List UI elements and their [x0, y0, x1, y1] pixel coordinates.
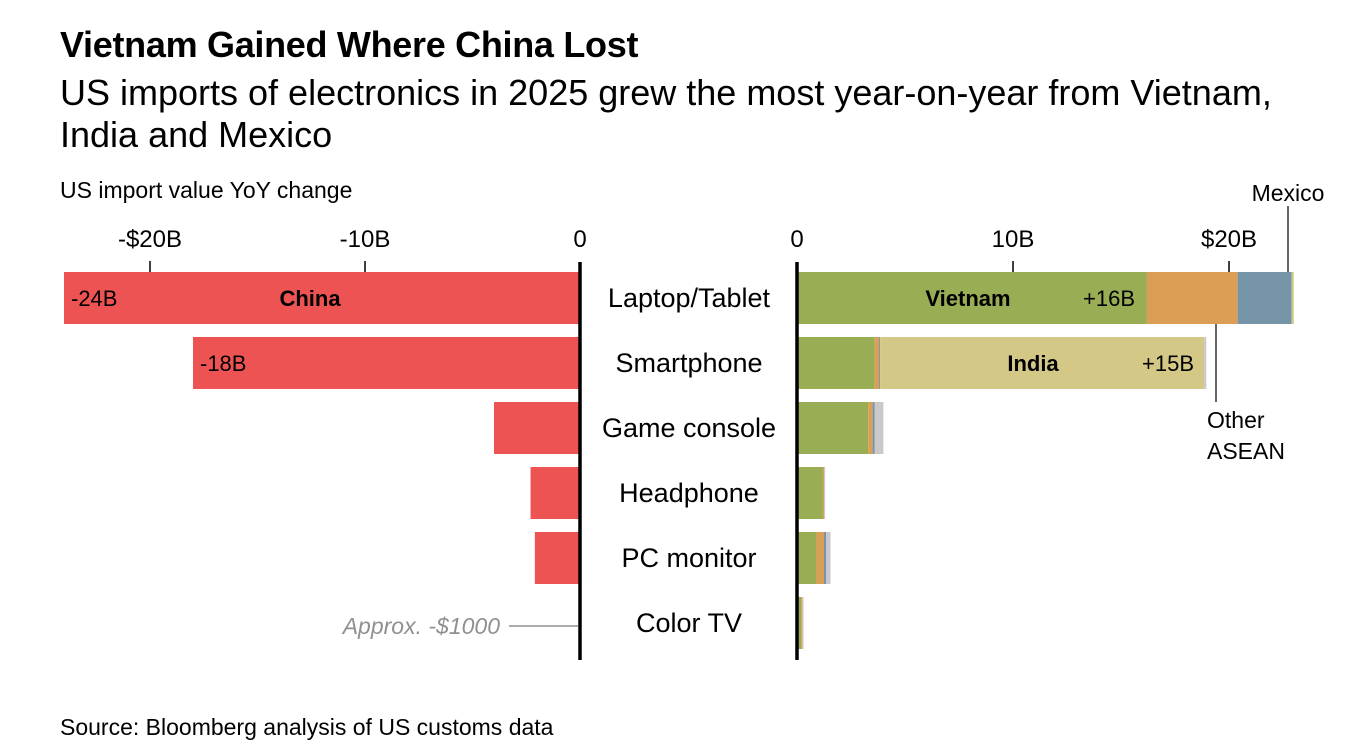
vietnam-value-label: +16B: [1083, 286, 1135, 311]
china-bar-laptop-tablet: [64, 272, 580, 324]
category-label: Laptop/Tablet: [608, 283, 771, 313]
bar-pc-monitor-mexico: [824, 532, 827, 584]
india-series-label: India: [1007, 351, 1059, 376]
bar-pc-monitor-other-asean: [816, 532, 824, 584]
category-label: Smartphone: [615, 348, 762, 378]
bar-game-console-vietnam: [797, 402, 869, 454]
right-tick-label: $20B: [1201, 226, 1257, 253]
stacked-bars: [797, 272, 1294, 649]
right-axis-ticks: 0 10B $20B: [790, 226, 1257, 272]
bar-laptop-tablet-vietnam: [797, 272, 1147, 324]
china-bar-headphone: [530, 467, 580, 519]
category-label: PC monitor: [621, 543, 756, 573]
china-value-label: -24B: [71, 286, 117, 311]
bar-laptop-tablet-other-asean: [1146, 272, 1238, 324]
category-labels: Laptop/Tablet Smartphone Game console Headp…: [602, 283, 776, 638]
china-bar-pc-monitor: [534, 532, 580, 584]
axis-title: US import value YoY change: [60, 177, 352, 203]
bar-color-tv-other: [802, 597, 804, 649]
bar-color-tv-vietnam: [797, 597, 802, 649]
bar-pc-monitor-other: [826, 532, 831, 584]
bar-smartphone-india: [880, 337, 1205, 389]
right-tick-label: 10B: [992, 226, 1035, 253]
left-tick-label: -10B: [340, 226, 391, 253]
bar-smartphone-other-asean: [874, 337, 880, 389]
china-bars: [64, 272, 580, 584]
axis-lines: [578, 262, 799, 660]
callouts: Mexico Other ASEAN: [1207, 180, 1324, 464]
china-bar-smartphone: [193, 337, 580, 389]
asean-callout-label-1: Other: [1207, 407, 1265, 433]
chart-subtitle: US imports of electronics in 2025 grew t…: [60, 72, 1272, 155]
bar-game-console-mexico: [872, 402, 875, 454]
category-label: Headphone: [619, 478, 759, 508]
bar-headphone-vietnam: [797, 467, 823, 519]
mexico-callout-label: Mexico: [1252, 180, 1325, 206]
chart-canvas: US import value YoY change -$20B -10B 0 0 1…: [60, 177, 1324, 660]
bar-smartphone-mexico: [879, 337, 881, 389]
bar-color-tv-other-asean: [801, 597, 803, 649]
china-value-label: -18B: [200, 351, 246, 376]
bar-labels: -24B -18B China Vietnam +16B India +15B Approx.…: [71, 286, 1194, 639]
vietnam-series-label: Vietnam: [925, 286, 1010, 311]
bar-pc-monitor-vietnam: [797, 532, 817, 584]
bar-laptop-tablet-india: [1291, 272, 1294, 324]
india-value-label: +15B: [1142, 351, 1194, 376]
left-axis-ticks: -$20B -10B 0: [118, 226, 587, 272]
china-bar-game-console: [494, 402, 580, 454]
bar-headphone-other-asean: [822, 467, 824, 519]
bar-headphone-other: [824, 467, 826, 519]
category-label: Color TV: [636, 608, 742, 638]
left-tick-label: -$20B: [118, 226, 182, 253]
bar-laptop-tablet-mexico: [1237, 272, 1292, 324]
chart-title: Vietnam Gained Where China Lost: [60, 24, 639, 65]
bar-smartphone-other: [1204, 337, 1207, 389]
color-tv-annotation: Approx. -$1000: [341, 613, 500, 639]
left-tick-label: 0: [573, 226, 586, 253]
bar-game-console-other-asean: [868, 402, 873, 454]
category-label: Game console: [602, 413, 776, 443]
asean-callout-label-2: ASEAN: [1207, 438, 1285, 464]
source-note: Source: Bloomberg analysis of US customs…: [60, 714, 554, 740]
bar-smartphone-vietnam: [797, 337, 875, 389]
bar-game-console-other: [874, 402, 884, 454]
china-series-label: China: [279, 286, 341, 311]
right-tick-label: 0: [790, 226, 803, 253]
